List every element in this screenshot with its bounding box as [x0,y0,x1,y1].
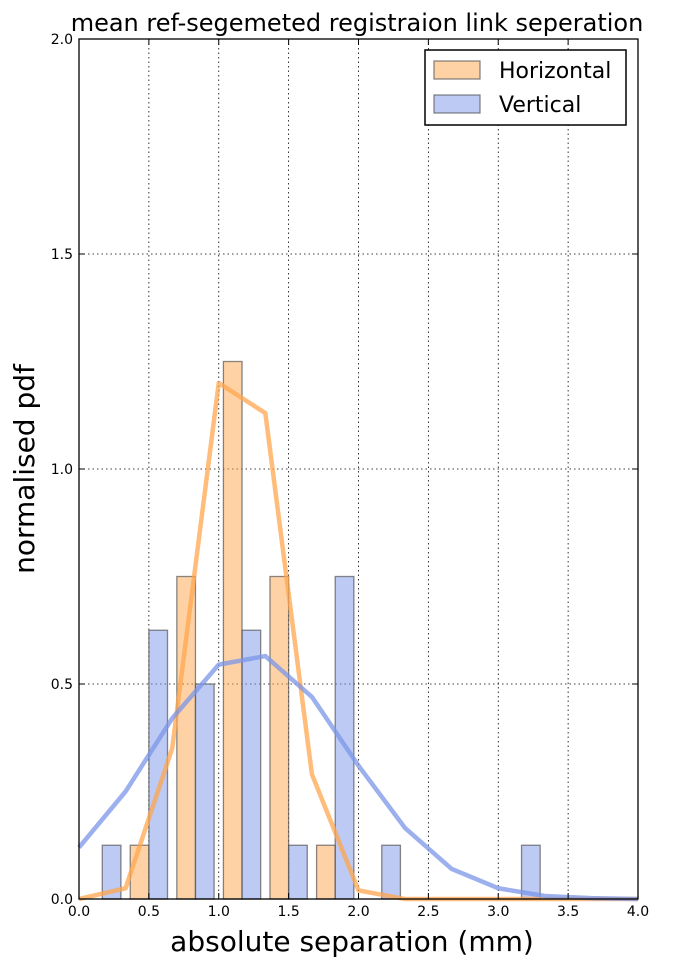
y-axis-label: normalised pdf [8,363,41,574]
bar-horizontal-3 [269,575,290,900]
x-tick-label-0: 0.0 [68,904,90,920]
curve-vertical [77,653,639,902]
bar-horizontal-4 [315,844,336,900]
bar-vertical-3 [241,629,262,900]
y-tick-label-1: 0.5 [51,677,73,693]
x-tick-label-4: 2.0 [347,904,369,920]
legend: Horizontal Vertical [424,49,627,126]
x-axis-label: absolute separation (mm) [170,925,534,958]
x-tick-label-6: 3.0 [487,904,509,920]
bar-horizontal-2 [222,360,243,900]
axis-ticks [78,38,639,900]
x-tick-label-5: 2.5 [417,904,439,920]
x-tick-label-2: 1.0 [208,904,230,920]
legend-swatch-horizontal [433,60,481,80]
legend-label-horizontal: Horizontal [499,59,611,84]
y-tick-label-4: 2.0 [51,32,73,48]
bar-vertical-6 [381,844,402,900]
axis-tick-labels: 0.0 0.5 1.0 1.5 2.0 2.5 3.0 3.5 4.0 0.0 0.5 1.0 1.5 2… [51,32,649,920]
legend-swatch-vertical [433,94,481,114]
legend-label-vertical: Vertical [499,93,581,118]
y-tick-label-2: 1.0 [51,462,73,478]
x-tick-label-8: 4.0 [627,904,649,920]
x-tick-label-3: 1.5 [277,904,299,920]
bar-vertical-2 [194,683,215,900]
bars [101,360,541,900]
x-tick-label-1: 0.5 [138,904,160,920]
y-tick-label-0: 0.0 [51,892,73,908]
chart-title: mean ref-segemeted registraion link sepe… [71,9,644,37]
y-tick-label-3: 1.5 [51,247,73,263]
bar-vertical-4 [287,844,308,900]
x-tick-label-7: 3.5 [557,904,579,920]
